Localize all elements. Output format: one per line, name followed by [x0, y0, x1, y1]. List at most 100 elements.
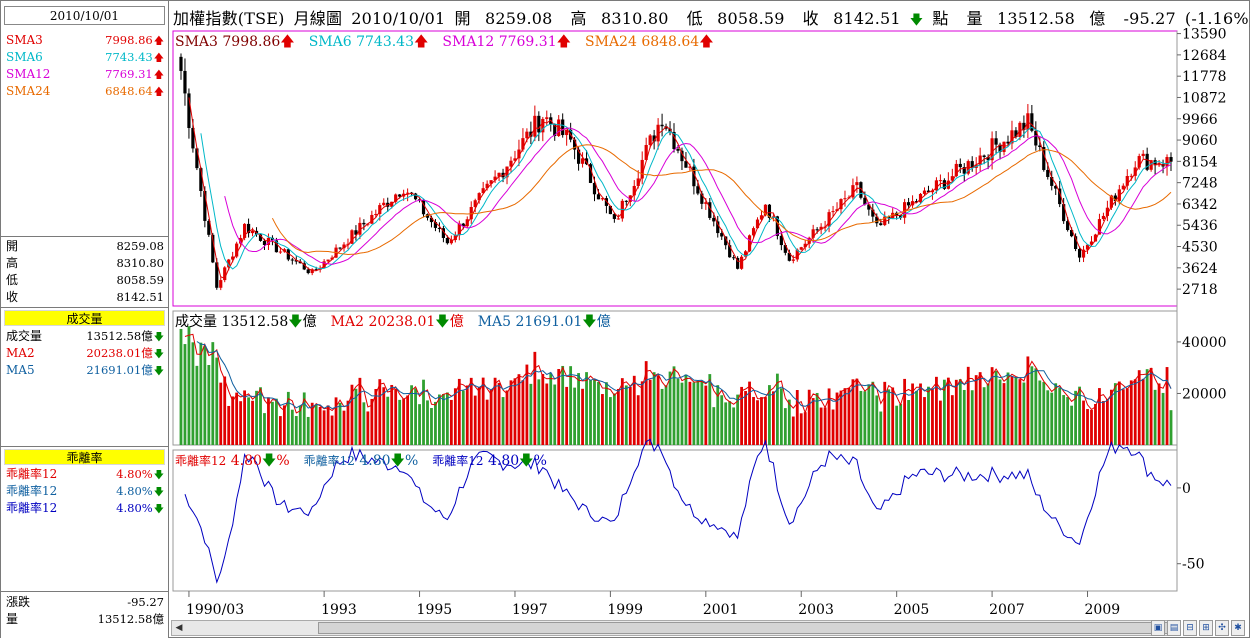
candle-body: [262, 240, 267, 246]
volume-bar: [1161, 392, 1165, 445]
candle-body: [207, 220, 211, 235]
volume-bar: [1102, 401, 1105, 445]
candle-body: [473, 200, 477, 208]
price-legend-item: SMA12 7769.31🡅: [442, 34, 572, 50]
candle-body: [286, 249, 290, 260]
volume-bar: [207, 365, 211, 445]
chart-title-bar: 加權指數(TSE) 月線圖 2010/10/01 開 8259.08 高 8310.80…: [173, 5, 1250, 28]
high-label: 高: [570, 9, 587, 28]
candle-body: [934, 180, 939, 191]
candle-body: [1085, 244, 1090, 250]
price-tick-label: 2718: [1182, 282, 1218, 298]
bias-value: 4.80%🡇: [116, 501, 164, 515]
candle-body: [1058, 188, 1062, 205]
price-legend-item: SMA6 7743.43🡅: [308, 34, 429, 50]
candle-body: [668, 128, 672, 132]
divider: [1, 446, 168, 447]
candle-body: [600, 198, 605, 200]
volume-bar: [748, 381, 751, 445]
volume-bar: [664, 385, 668, 445]
volume-bar: [632, 375, 636, 445]
volume-bar: [624, 385, 628, 445]
x-tick-label: 2001: [703, 602, 739, 618]
candle-body: [632, 185, 636, 196]
ohlc-label: 高: [6, 256, 19, 270]
volume-bar: [533, 351, 537, 445]
volume-bar: [915, 390, 918, 445]
candle-body: [1062, 204, 1066, 222]
horizontal-scrollbar[interactable]: ◀ ▶: [171, 620, 1179, 636]
candle-body: [728, 245, 732, 258]
candle-body: [596, 194, 601, 200]
sma-label: SMA24: [6, 84, 51, 98]
zoom-icon[interactable]: ▣: [1151, 620, 1165, 636]
volume-bar: [183, 344, 187, 445]
candle-body: [914, 201, 919, 203]
high-value: 8310.80: [601, 9, 669, 28]
down-arrow-icon: 🡇: [288, 314, 303, 330]
chart-type-icon[interactable]: ▤: [1167, 620, 1181, 636]
zoom-in-icon[interactable]: ⊞: [1199, 620, 1213, 636]
low-label: 低: [686, 9, 703, 28]
candle-body: [1089, 241, 1094, 245]
volume-bar: [251, 400, 254, 445]
x-tick-label: 2003: [798, 602, 834, 618]
candle-body: [918, 193, 923, 203]
ohlc-row: 低 8058.59: [1, 272, 168, 289]
candle-body: [922, 190, 927, 194]
volume-bar: [772, 391, 775, 445]
volume-bar: [895, 405, 899, 445]
volume-bar: [298, 405, 302, 445]
candle-body: [302, 263, 306, 270]
candle-body: [990, 138, 994, 161]
volume-bar: [692, 382, 696, 445]
volume-bar: [835, 392, 839, 445]
settings-icon[interactable]: ✱: [1231, 620, 1245, 636]
candle-body: [382, 202, 386, 206]
volume-bar: [211, 342, 215, 445]
volume-bar: [875, 395, 879, 445]
volume-bar: [231, 396, 235, 445]
candle-body: [1050, 176, 1054, 186]
ohlc-row: 收 8142.51: [1, 289, 168, 306]
candle-body: [258, 234, 263, 241]
expand-icon[interactable]: ✣: [1215, 620, 1229, 636]
volume-bar: [477, 387, 481, 445]
candle-body: [867, 204, 871, 210]
volume-bar: [907, 399, 910, 445]
zoom-out-icon[interactable]: ⊟: [1183, 620, 1197, 636]
candle-body: [875, 216, 879, 224]
bias-header: 乖離率: [4, 449, 165, 465]
candle-body: [441, 228, 446, 238]
volume-bar: [787, 399, 791, 445]
scroll-thumb[interactable]: [318, 622, 1173, 634]
volume-bar: [883, 381, 887, 445]
candle-body: [425, 214, 430, 218]
volume-bar: [795, 390, 799, 445]
volume-bar: [382, 387, 386, 445]
candle-body: [219, 280, 223, 288]
down-arrow-icon: 🡇: [153, 487, 164, 498]
candle-body: [187, 93, 191, 129]
scroll-left-icon[interactable]: ◀: [175, 623, 183, 633]
candle-body: [1014, 130, 1018, 137]
volume-ma2-line: [184, 333, 1172, 415]
x-tick-label: 1990/03: [186, 602, 244, 618]
candle-body: [481, 188, 485, 194]
volume-bar: [350, 384, 354, 445]
volume-bar: [716, 385, 720, 445]
volume-bar: [378, 379, 382, 445]
volume-bar: [561, 365, 565, 445]
volume-bar: [1022, 382, 1026, 445]
volume-bar: [648, 379, 652, 445]
volume-bar: [612, 393, 616, 445]
volume-bar: [366, 411, 370, 445]
volume-bar: [418, 404, 421, 445]
candle-body: [445, 237, 449, 244]
candle-body: [223, 267, 227, 281]
volume-bar: [445, 392, 449, 445]
candle-body: [398, 194, 402, 197]
bias-legend-item: 乖離率12 4.80🡇%: [303, 453, 419, 469]
volume-bar: [1038, 380, 1042, 445]
